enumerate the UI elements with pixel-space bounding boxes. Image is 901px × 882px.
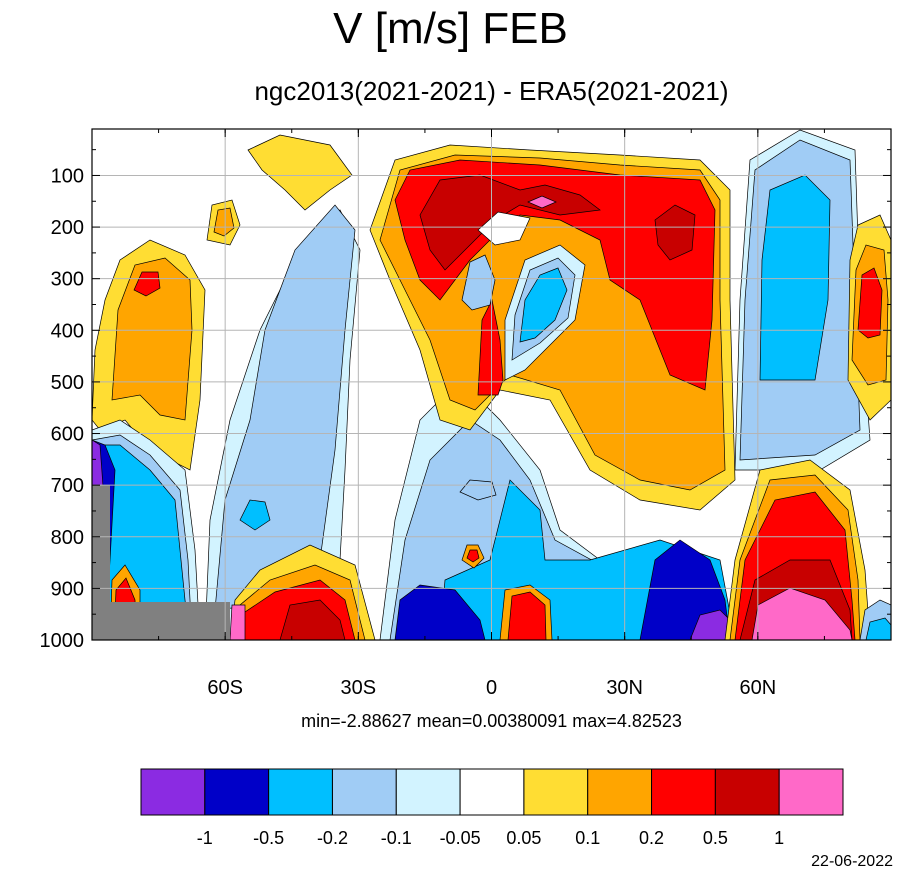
region-red-cell-eq (466, 549, 480, 563)
region-pink-sh-sfc (229, 604, 246, 640)
colorbar-label: -0.1 (381, 828, 412, 848)
region-cyan-nh (759, 174, 831, 381)
region-cyan-nh-edge (865, 617, 891, 640)
region-orange-sh-left (111, 257, 193, 421)
region-darkred-upper (419, 174, 601, 271)
x-axis: 60S 30S 0 30N 60N (91, 129, 892, 699)
colorbar-label: 0.5 (703, 828, 728, 848)
region-pink-upper (527, 195, 557, 209)
colorbar-label: -0.5 (253, 828, 284, 848)
plot-date: 22-06-2022 (811, 853, 893, 870)
region-lightblue-cell-eq (461, 254, 496, 311)
colorbar-swatch (587, 768, 653, 816)
colorbar: -1 -0.5 -0.2 -0.1 -0.05 0.05 0.1 0.2 0.5 1 (140, 768, 844, 848)
region-red-sh-left (133, 271, 161, 297)
y-tick-label: 900 (51, 578, 84, 600)
y-tick-label: 1000 (40, 630, 85, 652)
y-tick-label: 800 (51, 527, 84, 549)
colorbar-swatch (204, 768, 270, 816)
colorbar-swatch (459, 768, 525, 816)
y-tick-label: 100 (51, 165, 84, 187)
y-tick-label: 300 (51, 269, 84, 291)
colorbar-swatch (395, 768, 461, 816)
y-tick-label: 200 (51, 217, 84, 239)
colorbar-swatch (331, 768, 397, 816)
colorbar-swatch (714, 768, 780, 816)
y-tick-label: 600 (51, 424, 84, 446)
x-tick-label: 60N (739, 677, 776, 699)
colorbar-label: 0.1 (575, 828, 600, 848)
colorbar-swatch (140, 768, 206, 816)
colorbar-swatch (268, 768, 333, 816)
region-yellow-sh-upper (247, 134, 353, 211)
region-red-eq-sfc-inner (507, 591, 547, 640)
colorbar-label: 0.2 (639, 828, 664, 848)
colorbar-swatch (523, 768, 589, 816)
y-tick-label: 400 (51, 320, 84, 342)
x-tick-label: 30S (341, 677, 377, 699)
chart-title: V [m/s] FEB (333, 4, 568, 53)
colorbar-label: -1 (197, 828, 213, 848)
chart-subtitle: ngc2013(2021-2021) - ERA5(2021-2021) (254, 76, 729, 106)
y-axis: 100 200 300 400 500 600 700 800 900 1000 (40, 149, 891, 652)
colorbar-label: -0.05 (440, 828, 481, 848)
x-tick-label: 30N (606, 677, 643, 699)
stats-line: min=-2.88627 mean=0.00380091 max=4.82523 (301, 711, 682, 731)
region-darkred-upper-nh (654, 204, 696, 261)
colorbar-label: -0.2 (317, 828, 348, 848)
x-tick-label: 60S (207, 677, 243, 699)
y-tick-label: 700 (51, 475, 84, 497)
colorbar-swatch (651, 768, 716, 816)
x-tick-label: 0 (486, 677, 497, 699)
colorbar-label: 1 (774, 828, 784, 848)
region-orange-sh-small (213, 207, 235, 237)
y-tick-label: 500 (51, 372, 84, 394)
region-blue-eq (394, 584, 486, 640)
colorbar-label: 0.05 (506, 828, 541, 848)
region-red-nh-upper (857, 267, 883, 339)
colorbar-swatch (778, 768, 844, 816)
missing-data-region (92, 485, 230, 640)
region-darkred-sh-sfc (279, 599, 346, 640)
grid-lines (92, 129, 891, 640)
region-cyan-cell-sh (239, 499, 271, 531)
region-red-mid-eq (477, 298, 504, 396)
